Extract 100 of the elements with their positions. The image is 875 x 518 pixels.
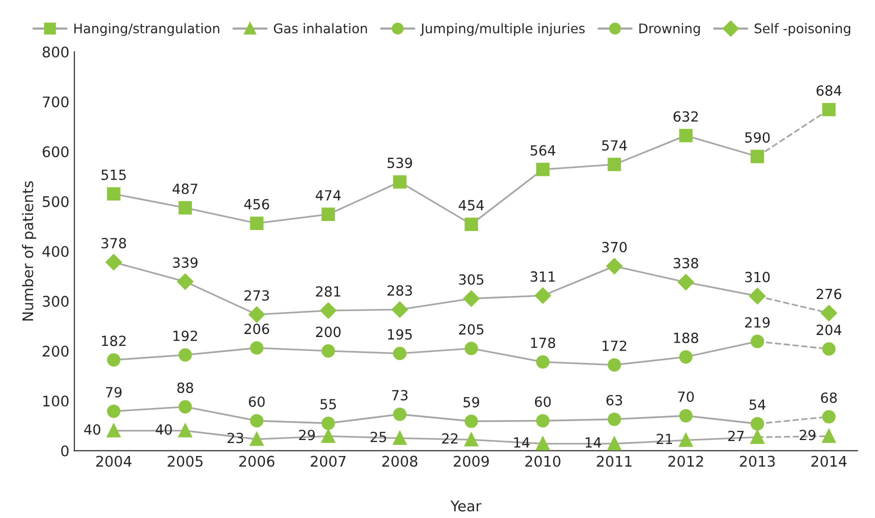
data-label: 60 [248, 396, 265, 407]
y-tick-label: 100 [43, 396, 69, 407]
point [107, 353, 120, 367]
data-label: 182 [102, 336, 126, 346]
legend-label: Jumping/multiple injuries [420, 23, 585, 36]
point [393, 175, 406, 189]
point [392, 302, 408, 318]
point [322, 430, 335, 443]
data-label: 305 [459, 274, 484, 285]
data-label: 339 [173, 257, 198, 268]
point [822, 342, 836, 356]
point [178, 348, 192, 362]
point [393, 432, 406, 445]
point [822, 410, 836, 424]
data-label: 456 [244, 199, 270, 210]
x-tick-label: 2013 [740, 456, 775, 467]
data-label: 206 [244, 324, 270, 334]
point [107, 424, 120, 438]
data-label: 378 [102, 238, 126, 248]
point [608, 158, 622, 172]
point [107, 404, 120, 418]
data-label: 276 [816, 288, 842, 300]
point [464, 433, 478, 446]
legend-label: Drowning [639, 23, 700, 36]
point [178, 201, 192, 215]
data-label: 63 [606, 394, 622, 406]
x-tick-label: 2006 [239, 456, 274, 467]
data-label: 192 [174, 330, 198, 342]
point [608, 358, 622, 372]
point [464, 218, 478, 231]
point [322, 416, 335, 430]
point [608, 437, 622, 450]
data-label: 40 [156, 424, 172, 435]
point [178, 400, 192, 414]
point [107, 187, 120, 201]
data-label: 204 [816, 324, 842, 336]
data-label: 14 [514, 437, 530, 448]
data-label: 590 [745, 132, 770, 143]
legend-label: Self -poisoning [754, 23, 850, 36]
x-tick-label: 2012 [668, 456, 703, 467]
point [678, 274, 694, 290]
point [464, 414, 478, 428]
x-tick-label: 2009 [454, 456, 489, 467]
data-label: 188 [674, 332, 698, 344]
data-label: 273 [244, 290, 269, 301]
data-label: 70 [678, 391, 694, 402]
data-label: 474 [316, 190, 341, 200]
data-label: 29 [800, 430, 816, 440]
point [536, 355, 550, 369]
data-label: 684 [816, 85, 842, 96]
point [536, 162, 550, 176]
data-label: 172 [602, 340, 626, 351]
point [322, 208, 335, 221]
data-label: 60 [534, 396, 551, 407]
point [749, 288, 766, 304]
data-label: 54 [750, 400, 766, 410]
x-tick-label: 2007 [310, 456, 346, 467]
point [820, 305, 837, 322]
data-label: 574 [602, 140, 627, 151]
y-tick-label: 300 [42, 296, 69, 307]
data-label: 487 [172, 184, 198, 194]
data-label: 68 [821, 392, 837, 403]
point [536, 437, 550, 450]
data-label: 219 [745, 317, 770, 328]
point [679, 128, 693, 142]
x-tick-label: 2014 [811, 456, 847, 467]
y-tick-label: 700 [42, 96, 69, 108]
data-label: 59 [464, 396, 480, 408]
point [464, 342, 478, 356]
data-label: 27 [728, 430, 744, 442]
point [822, 102, 836, 116]
point [750, 430, 764, 444]
data-label: 55 [320, 399, 336, 410]
y-tick-label: 800 [42, 46, 69, 58]
y-tick-label: 0 [61, 445, 69, 456]
data-label: 29 [299, 430, 315, 440]
y-tick-label: 500 [42, 196, 69, 208]
legend-label: Hanging/strangulation [74, 23, 220, 36]
point [822, 430, 836, 443]
y-axis-title: Number of patients [22, 181, 36, 320]
point [606, 258, 622, 274]
x-tick-label: 2008 [382, 456, 418, 467]
x-tick-label: 2010 [525, 456, 560, 467]
data-label: 25 [370, 432, 386, 442]
data-label: 195 [388, 329, 412, 340]
data-label: 14 [586, 437, 602, 448]
point [679, 409, 693, 422]
point [463, 290, 480, 307]
data-label: 21 [656, 434, 672, 444]
point [536, 414, 550, 428]
point [250, 216, 264, 230]
data-label: 88 [177, 382, 194, 393]
point [750, 417, 764, 430]
data-label: 515 [102, 170, 126, 180]
x-tick-label: 2004 [96, 456, 132, 467]
data-label: 79 [106, 386, 122, 398]
point [322, 344, 335, 358]
y-tick-label: 200 [42, 346, 69, 357]
data-label: 311 [530, 271, 555, 282]
data-label: 632 [674, 111, 698, 122]
